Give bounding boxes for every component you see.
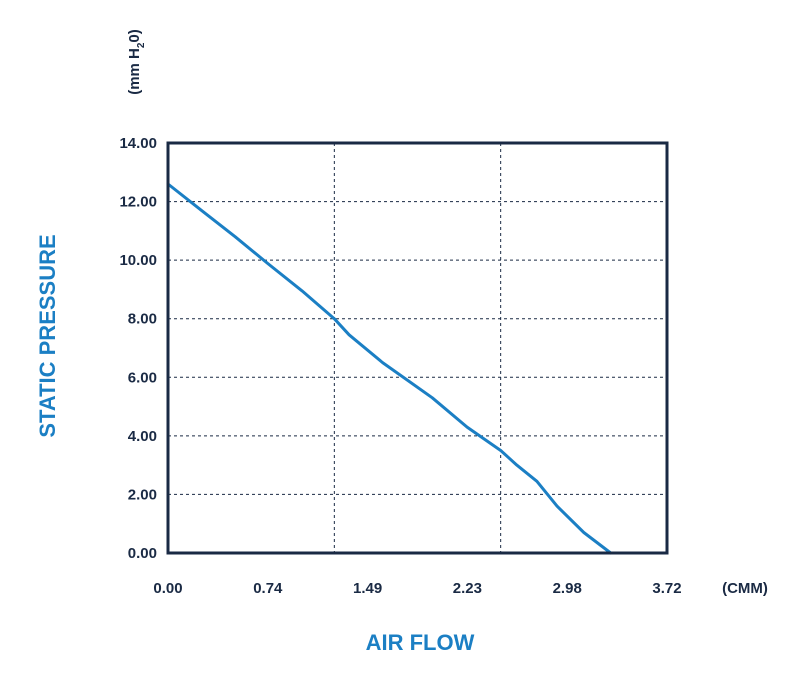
- y-tick-label: 10.00: [119, 252, 157, 269]
- y-tick-label: 12.00: [119, 194, 157, 211]
- x-tick-label: 2.98: [553, 580, 582, 597]
- x-axis-title: AIR FLOW: [366, 630, 475, 655]
- y-tick-label: 14.00: [119, 135, 157, 152]
- y-unit-prefix: (mm H: [126, 48, 143, 95]
- y-tick-labels: 0.00 2.00 4.00 6.00 8.00 10.00 12.00 14.00: [119, 135, 157, 562]
- x-tick-label: 0.74: [253, 580, 283, 597]
- plot-frame: [166, 141, 669, 555]
- x-tick-label: 0.00: [153, 580, 182, 597]
- y-unit-subscript: 2: [136, 42, 147, 48]
- y-unit-label: (mm H20): [126, 29, 147, 95]
- y-tick-label: 0.00: [128, 545, 157, 562]
- y-tick-label: 8.00: [128, 311, 157, 328]
- y-tick-label: 2.00: [128, 486, 157, 503]
- x-tick-label: 3.72: [652, 580, 681, 597]
- y-tick-label: 6.00: [128, 369, 157, 386]
- x-unit-label: (CMM): [722, 580, 768, 597]
- y-tick-label: 4.00: [128, 428, 157, 445]
- x-tick-label: 2.23: [453, 580, 482, 597]
- grid-lines: [168, 143, 667, 553]
- series-line: [166, 182, 613, 555]
- y-unit-suffix: 0): [126, 29, 143, 42]
- x-tick-labels: 0.00 0.74 1.49 2.23 2.98 3.72: [153, 580, 681, 597]
- x-tick-label: 1.49: [353, 580, 382, 597]
- y-axis-title: STATIC PRESSURE: [35, 234, 60, 437]
